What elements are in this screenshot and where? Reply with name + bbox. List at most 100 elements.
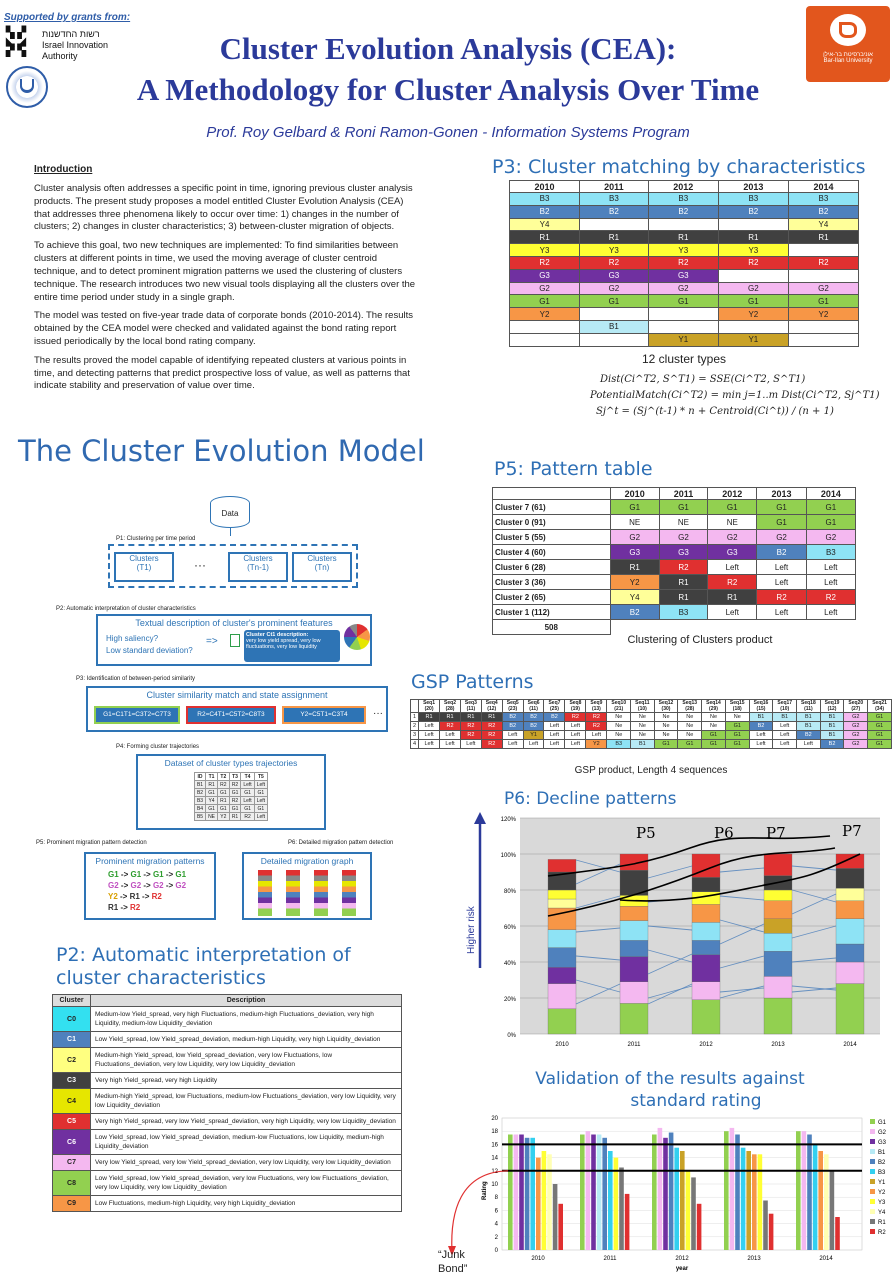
traj-cell: G1 [205, 804, 219, 813]
cluster-type-cell: B2 [647, 204, 719, 219]
traj-cell: G1 [240, 788, 255, 797]
pattern-cell: NE [658, 514, 709, 530]
migration-arrow [719, 919, 765, 933]
pattern-annotation: P7 [842, 822, 862, 840]
seq-cell: B2 [522, 712, 545, 722]
y-tick-label: 2 [495, 1235, 499, 1241]
stack-segment [763, 853, 793, 876]
traj-cell: G1 [217, 788, 230, 797]
traj-cell: R2 [228, 780, 242, 789]
junk-arrow [451, 1170, 509, 1253]
validation-heading: Validation of the results against standa… [535, 1069, 805, 1111]
p6-curve [547, 847, 836, 917]
pattern-cell: R2 [756, 589, 807, 605]
legend-label: G1 [878, 1120, 887, 1126]
cluster-type-cell: R1 [508, 230, 581, 245]
stack-segment [547, 983, 577, 1009]
cluster-type-cell: B3 [647, 192, 719, 206]
table-row: Y1 Y1 [508, 332, 860, 347]
cluster-type-cell: G2 [647, 281, 719, 296]
cluster-type-cell: B3 [579, 192, 649, 206]
table-row: C4 Medium-high Yield_spread, low Fluctuat… [52, 1088, 402, 1114]
data-cylinder-icon: Data [210, 496, 250, 528]
cluster-type-cell: B2 [508, 204, 581, 219]
pattern-cell: G2 [707, 529, 758, 545]
seq-cell: B2 [819, 739, 845, 749]
gsp-heading: GSP Patterns [411, 671, 534, 693]
row-index-cell: 1 [409, 712, 420, 722]
y-tick-label: 80% [504, 889, 517, 895]
pattern-cell: G1 [658, 499, 709, 515]
pie-chart-icon [344, 624, 370, 650]
table-row: G2 G2 G2 G2 G2 [508, 281, 860, 296]
p7-curve [619, 853, 861, 902]
table-row: C2 Medium-high Yield_spread, low Yield_sp… [52, 1047, 402, 1073]
bar-R1 [829, 1170, 835, 1250]
table-row: Cluster 7 (61) G1 G1 G1 G1 G1 [492, 499, 857, 515]
cluster-name-cell: Cluster 1 (112) [492, 604, 611, 620]
seq-cell: Left [748, 730, 774, 740]
bar-R1 [552, 1184, 558, 1250]
pattern-list: G1 -> G1 -> G1 -> G1 G2 -> G2 -> G2 -> G… [86, 869, 214, 913]
p3-heading: P3: Cluster matching by characteristics [492, 156, 866, 178]
bar-G2 [513, 1134, 519, 1250]
stack-segment [763, 951, 793, 977]
y-tick-label: 120% [501, 817, 517, 823]
y-tick-label: 60% [504, 925, 517, 931]
p2-arrow: => [206, 636, 218, 647]
stack-segment [547, 947, 577, 968]
year-header-cell: 2010 [508, 180, 581, 193]
traj-cell: R2 [228, 796, 242, 805]
traj-header-cell: T2 [217, 772, 230, 781]
cluster-id-cell: C1 [52, 1031, 91, 1048]
saliency-q: High saliency? [106, 634, 159, 643]
y-tick-label: 8 [495, 1195, 499, 1201]
poster-title-2: A Methodology for Cluster Analysis Over … [136, 72, 760, 107]
traj-cell: B1 [193, 780, 207, 789]
bar-G2 [585, 1131, 591, 1250]
stack-segment [835, 943, 865, 963]
formula-match: PotentialMatch(Ci^T2) = min j=1..m Dist(… [590, 390, 880, 401]
table-row: B2 B2 B2 B2 B2 [508, 204, 860, 219]
seq-cell: Left [418, 721, 441, 731]
seq-cell: Left [564, 730, 587, 740]
cluster-id-cell: C6 [52, 1129, 91, 1155]
bar-G2 [729, 1127, 735, 1250]
table-row: 2 Left R2 R2 R2 B2 B2 Left Left R2 Ne Ne Ne Ne Ne G1 B2 L… [409, 721, 892, 731]
seq-cell: Left [501, 730, 524, 740]
table-row: B2 G1 G1 G1 G1 G1 [193, 788, 269, 797]
seq-cell: Ne [677, 712, 703, 722]
seq-header-cell: Seq3 (11) [460, 699, 482, 713]
p5-heading: P5: Pattern table [494, 458, 653, 480]
cluster-id-cell: C7 [52, 1154, 91, 1171]
traj-header-cell: T3 [228, 772, 242, 781]
intro-p4: The results proved the model capable of … [34, 354, 410, 392]
year-header-cell: 2010 [609, 487, 660, 500]
cluster-name-cell: Cluster 6 (28) [492, 559, 611, 575]
cluster-type-cell: Y3 [647, 243, 719, 257]
x-tick-label: 2011 [604, 1256, 618, 1262]
stack-segment [619, 920, 649, 941]
textual-description-title: Textual description of cluster's promine… [135, 618, 333, 628]
bar-ilan-name-he: אוניברסיטת בר-אילן [823, 52, 873, 58]
seq-cell: Ne [701, 721, 726, 731]
migration-arrow [647, 925, 693, 931]
legend-swatch [870, 1149, 875, 1154]
table-row: 4 Left Left Left R2 Left Left Left Left Y2 B3 B1 G1 G… [409, 739, 892, 749]
seq-header-cell: Seq2 (28) [439, 699, 461, 713]
stack-segment [691, 954, 721, 982]
pattern-token: G1 [108, 870, 121, 879]
cluster-desc-cell: Low Yield_spread, low Yield_spread_devia… [90, 1129, 402, 1155]
seq-header-cell: Seq15 (18) [724, 699, 750, 713]
traj-cell: Left [253, 812, 269, 821]
bar-R2 [835, 1217, 840, 1250]
y-tick-label: 18 [491, 1129, 498, 1135]
x-tick-label: 2010 [531, 1256, 545, 1262]
cluster-type-cell: G2 [717, 281, 789, 296]
table-row: C7 Very low Yield_spread, very low Yield_… [52, 1154, 402, 1171]
match-y2: Y2=C5T1=C3T4 [282, 706, 366, 724]
table-row: Y3 Y3 Y3 Y3 [508, 243, 860, 257]
cluster-desc-cell: Low Yield_spread, low Yield_spread_devia… [90, 1170, 402, 1196]
seq-cell: Left [796, 739, 821, 749]
stack-segment [835, 868, 865, 889]
